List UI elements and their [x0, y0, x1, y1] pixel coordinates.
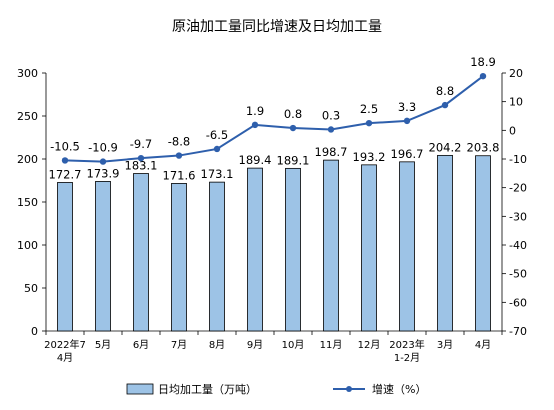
bar	[361, 164, 377, 332]
bar-value-label: 173.9	[87, 166, 120, 180]
growth-point	[365, 119, 373, 127]
bar	[399, 161, 415, 332]
growth-point	[403, 117, 411, 125]
legend-bar-swatch	[126, 383, 154, 395]
x-tick-label: 7月	[171, 339, 187, 351]
bar-value-label: 189.4	[239, 153, 272, 167]
growth-value-label: 3.3	[398, 100, 416, 114]
y-left-tick-label: 100	[17, 239, 38, 252]
x-tick-label: 5月	[95, 339, 111, 351]
y-right-tick-label: -10	[509, 153, 527, 166]
growth-point	[175, 152, 183, 159]
y-left-tick-label: 50	[24, 282, 38, 295]
bar	[57, 182, 73, 332]
legend: 日均加工量（万吨） 增速（%）	[126, 382, 426, 396]
growth-point	[61, 157, 69, 164]
chart-title: 原油加工量同比增速及日均加工量	[172, 19, 382, 35]
y-right-tick-label: -60	[509, 296, 527, 309]
legend-line-label: 增速（%）	[372, 382, 426, 396]
growth-point	[213, 145, 221, 153]
growth-point	[441, 101, 449, 109]
x-tick-label: 3月	[437, 339, 453, 351]
bar-labels: 172.7 173.9 183.1 171.6 173.1 189.4 189.1 198.7…	[49, 140, 500, 182]
bar-value-label: 172.7	[49, 167, 82, 181]
x-tick-label: 4月	[57, 352, 73, 364]
y-right-tick-label: 20	[509, 67, 523, 80]
bar	[247, 167, 263, 332]
growth-value-label: 8.8	[436, 84, 454, 98]
growth-value-label: 0.8	[284, 107, 302, 121]
bar	[475, 155, 491, 332]
growth-value-label: -9.7	[130, 137, 152, 151]
y-left-tick-label: 200	[17, 153, 38, 166]
growth-value-label: 2.5	[360, 102, 378, 116]
x-tick-label: 4月	[475, 339, 491, 351]
growth-point	[137, 154, 145, 162]
growth-value-label: -6.5	[206, 128, 228, 142]
x-tick-label: 11月	[320, 339, 343, 351]
y-left-tick-label: 300	[17, 67, 38, 80]
y-left-tick-label: 150	[17, 196, 38, 209]
x-tick-label: 10月	[282, 339, 305, 351]
bar-value-label: 203.8	[467, 141, 500, 155]
bar	[95, 181, 111, 332]
growth-value-label: 18.9	[470, 55, 496, 69]
growth-point	[289, 124, 297, 132]
bar	[437, 154, 453, 332]
bar	[171, 183, 187, 332]
y-right-tick-label: -40	[509, 239, 527, 252]
y-right-tick-label: -70	[509, 325, 527, 338]
x-tick-label: 6月	[133, 339, 149, 351]
growth-value-label: -10.9	[88, 141, 118, 155]
y-right-tick-label: -20	[509, 182, 527, 195]
growth-line-path	[64, 75, 484, 163]
x-tick-label: 1-2月	[394, 352, 420, 364]
bar-value-label: 189.1	[277, 153, 310, 167]
legend-line-marker	[346, 386, 352, 392]
bar	[209, 181, 225, 332]
bar	[285, 167, 301, 332]
bar-value-label: 183.1	[125, 159, 158, 173]
y-left-tick-label: 250	[17, 110, 38, 123]
bars	[57, 154, 491, 332]
y-right-tick-label: -50	[509, 268, 527, 281]
legend-bar-label: 日均加工量（万吨）	[158, 383, 257, 396]
bar	[323, 159, 339, 332]
growth-line	[61, 72, 487, 165]
growth-point	[251, 121, 259, 129]
growth-point	[327, 126, 335, 133]
growth-point	[479, 72, 487, 80]
x-tick-label: 12月	[358, 339, 381, 351]
y-right-tick-label: 0	[509, 124, 516, 137]
bar-value-label: 173.1	[201, 167, 234, 181]
y-left-tick-label: 0	[31, 325, 38, 338]
growth-value-label: -10.5	[50, 139, 80, 153]
x-tick-label: 2022年7	[44, 338, 86, 351]
x-tick-label: 2023年	[389, 338, 424, 351]
bar-value-label: 204.2	[429, 140, 462, 154]
x-tick-label: 8月	[209, 339, 225, 351]
bar-value-label: 193.2	[353, 150, 386, 164]
bar-value-label: 196.7	[391, 147, 424, 161]
growth-point	[99, 158, 107, 165]
growth-labels: -10.5 -10.9 -9.7 -8.8 -6.5 1.9 0.8 0.3 2.5 3.3 8.8…	[50, 55, 496, 154]
y-right-tick-label: 10	[509, 96, 523, 109]
growth-value-label: -8.8	[168, 135, 190, 149]
y-right-tick-label: -30	[509, 210, 527, 223]
growth-value-label: 0.3	[322, 108, 340, 122]
bar-value-label: 198.7	[315, 145, 348, 159]
bar-value-label: 171.6	[163, 168, 196, 182]
x-tick-label: 9月	[247, 339, 263, 351]
bar	[133, 173, 149, 332]
growth-value-label: 1.9	[246, 104, 264, 118]
